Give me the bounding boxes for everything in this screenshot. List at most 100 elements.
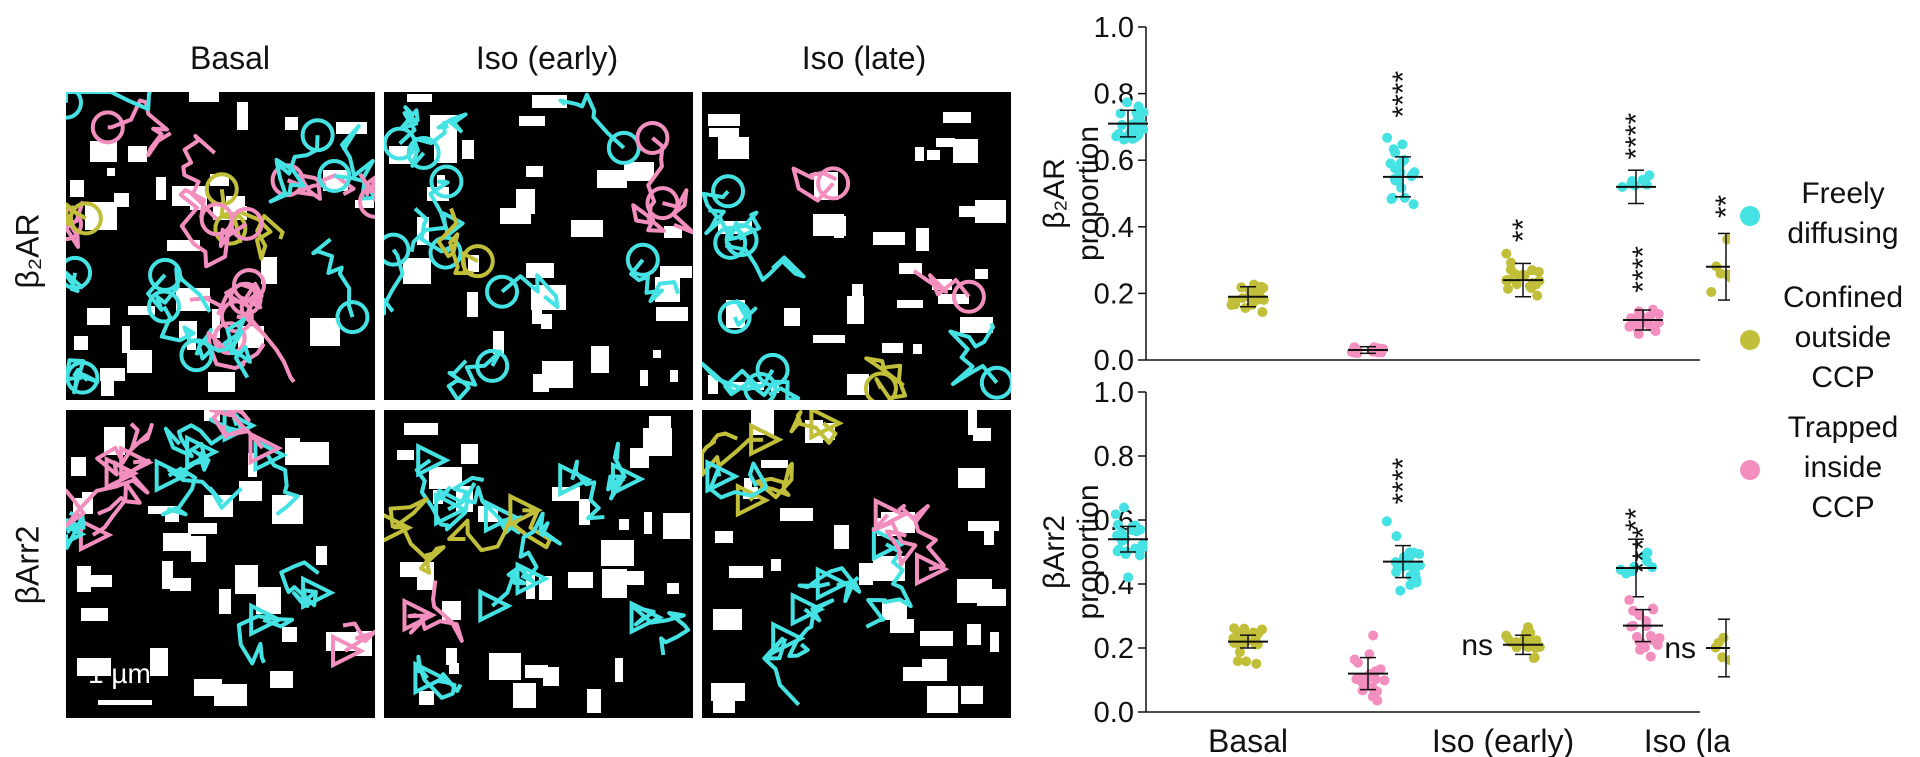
ccp-blob <box>834 525 849 549</box>
ccp-blob <box>709 128 739 137</box>
ccp-blob <box>87 308 110 325</box>
track-endpoint-circle <box>475 348 510 383</box>
ccp-blob <box>493 331 504 354</box>
track-endpoint-circle <box>66 360 100 395</box>
ccp-blob <box>713 694 735 713</box>
track-path <box>629 258 681 304</box>
data-point <box>1652 639 1663 650</box>
track-path <box>446 349 503 400</box>
data-point <box>1630 180 1641 191</box>
ccp-blob <box>467 292 478 317</box>
panel-b2ar-iso-early <box>384 92 693 400</box>
data-point <box>1110 509 1121 520</box>
column-header-basal: Basal <box>189 40 271 76</box>
track-path <box>865 542 913 629</box>
ccp-blob <box>248 453 257 477</box>
ccp-blob <box>967 624 981 645</box>
track-endpoint-triangle <box>434 492 469 527</box>
ccp-blob <box>932 279 952 290</box>
track-endpoint-circle <box>317 159 352 194</box>
ccp-blob <box>920 631 953 646</box>
ccp-blob <box>122 326 130 353</box>
panel-texture <box>66 410 375 706</box>
ccp-blob <box>656 307 688 321</box>
data-point <box>1232 656 1243 667</box>
data-point <box>1388 144 1399 155</box>
ccp-blob <box>519 116 545 126</box>
track-path <box>797 566 862 603</box>
data-point <box>1122 97 1133 108</box>
ccp-blob <box>219 589 231 614</box>
data-point <box>1414 560 1425 571</box>
data-point <box>1379 675 1390 686</box>
track-endpoint-circle <box>460 244 495 279</box>
ccp-blob <box>644 512 652 534</box>
track-endpoint-circle <box>429 164 464 199</box>
significance-label: **** <box>1627 246 1660 293</box>
data-point <box>1713 637 1724 648</box>
x-tick-label: Iso (early) <box>1432 723 1574 757</box>
track-endpoint-circle <box>148 257 183 292</box>
ccp-blob <box>602 569 627 598</box>
track-path <box>268 135 320 204</box>
track-path <box>631 605 691 656</box>
ccp-blob <box>74 336 88 350</box>
data-point <box>1229 623 1240 634</box>
y-tick-label: 0.4 <box>1094 212 1134 244</box>
data-point <box>1511 279 1522 290</box>
y-tick-label: 0.2 <box>1094 633 1134 665</box>
track-path <box>452 475 523 535</box>
track-endpoint-circle <box>606 130 641 165</box>
track-path <box>342 621 375 653</box>
data-point <box>1391 567 1402 578</box>
track-endpoint-triangle <box>119 445 154 480</box>
track-path <box>948 322 999 386</box>
track-endpoint-circle <box>335 300 370 335</box>
data-point <box>1134 550 1145 561</box>
data-point <box>1648 604 1659 615</box>
significance-label: ns <box>1664 632 1696 665</box>
track-endpoint-triangle <box>402 597 437 633</box>
track-path <box>228 209 285 261</box>
data-point <box>1385 158 1396 169</box>
row-header-b2ar-label: β₂AR <box>9 213 46 289</box>
track-endpoint-triangle <box>483 499 519 534</box>
legend-item-confined: Confined outside CCP <box>1740 278 1920 402</box>
data-point <box>1645 630 1656 641</box>
ccp-blob <box>167 240 200 251</box>
track-path <box>410 112 468 168</box>
ccp-blob <box>568 572 593 588</box>
track-path <box>702 361 775 394</box>
ccp-blob <box>261 257 277 284</box>
track-path <box>789 410 838 445</box>
data-point <box>1408 199 1419 210</box>
data-point <box>1239 623 1250 634</box>
track-path <box>236 614 295 666</box>
track-endpoint-circle <box>358 184 375 219</box>
ccp-blob <box>77 658 111 676</box>
track-path <box>518 511 562 581</box>
data-point <box>1373 347 1384 358</box>
ccp-blob <box>927 686 958 713</box>
track-endpoint-circle <box>428 235 463 270</box>
data-point <box>1349 654 1360 665</box>
ccp-blob <box>744 478 752 495</box>
track-path <box>208 410 265 450</box>
data-point <box>1641 179 1652 190</box>
track-path <box>66 458 151 528</box>
ccp-blob <box>708 114 740 126</box>
ccp-blob <box>355 200 374 208</box>
ccp-blob <box>163 533 191 551</box>
scale-bar-label: 1 µm <box>88 658 151 689</box>
track-endpoint-triangle <box>749 422 784 457</box>
ccp-blob <box>649 416 671 441</box>
panel-texture <box>702 410 1006 713</box>
track-endpoint-circle <box>90 110 125 145</box>
ccp-blob <box>664 226 682 238</box>
ccp-blob <box>310 318 340 346</box>
track-path <box>434 486 464 512</box>
data-point <box>1514 271 1525 282</box>
ccp-blob <box>619 519 629 530</box>
ccp-blob <box>984 524 994 545</box>
column-header-iso-late: Iso (late) <box>801 40 927 76</box>
